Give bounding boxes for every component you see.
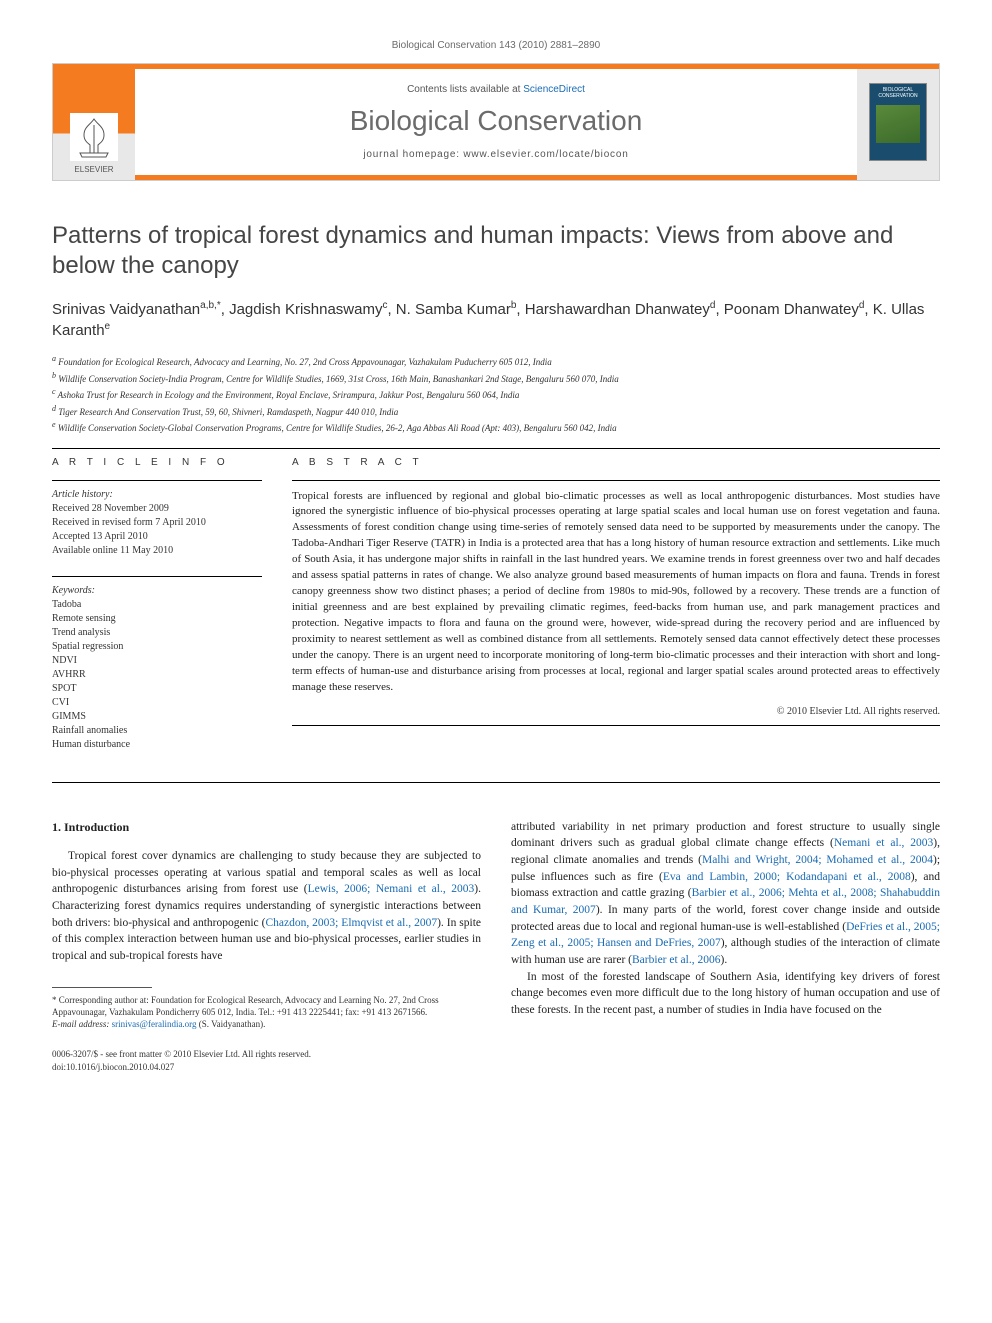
homepage-url[interactable]: www.elsevier.com/locate/biocon [463,149,628,160]
corr-author-text: * Corresponding author at: Foundation fo… [52,994,481,1018]
body-columns: 1. Introduction Tropical forest cover dy… [52,819,940,1031]
email-label: E-mail address: [52,1019,109,1029]
keyword: Tadoba [52,598,262,612]
running-head: Biological Conservation 143 (2010) 2881–… [52,40,940,51]
body-left-column: 1. Introduction Tropical forest cover dy… [52,819,481,1031]
contents-prefix: Contents lists available at [407,84,523,95]
keywords-label: Keywords: [52,585,262,596]
cover-thumbnail-title: BIOLOGICAL CONSERVATION [870,88,926,99]
elsevier-label: ELSEVIER [74,165,113,174]
corr-email[interactable]: srinivas@feralindia.org [112,1019,197,1029]
cover-thumbnail: BIOLOGICAL CONSERVATION [869,83,927,161]
affiliation: a Foundation for Ecological Research, Ad… [52,353,940,370]
section-heading: 1. Introduction [52,819,481,836]
elsevier-tree-icon [70,113,118,161]
affiliations: a Foundation for Ecological Research, Ad… [52,353,940,436]
divider [52,448,940,449]
authors: Srinivas Vaidyanathana,b,*, Jagdish Kris… [52,299,940,341]
corr-email-line: E-mail address: srinivas@feralindia.org … [52,1018,481,1030]
contents-line: Contents lists available at ScienceDirec… [407,84,585,95]
journal-title: Biological Conservation [350,105,643,137]
article-info-column: A R T I C L E I N F O Article history: R… [52,457,262,770]
keyword: Trend analysis [52,626,262,640]
homepage-prefix: journal homepage: [363,149,463,160]
article-title: Patterns of tropical forest dynamics and… [52,221,940,281]
affiliation: e Wildlife Conservation Society-Global C… [52,419,940,436]
footnote-separator [52,987,152,988]
keyword: Spatial regression [52,640,262,654]
divider [292,725,940,726]
info-abstract-row: A R T I C L E I N F O Article history: R… [52,457,940,770]
keyword: AVHRR [52,668,262,682]
body-paragraph: Tropical forest cover dynamics are chall… [52,848,481,965]
affiliation: b Wildlife Conservation Society-India Pr… [52,370,940,387]
article-info-heading: A R T I C L E I N F O [52,457,262,468]
history-label: Article history: [52,489,262,500]
body-right-column: attributed variability in net primary pr… [511,819,940,1031]
history-line: Received 28 November 2009 [52,502,262,516]
page-footer: 0006-3207/$ - see front matter © 2010 El… [52,1048,940,1073]
footer-line1: 0006-3207/$ - see front matter © 2010 El… [52,1048,940,1061]
keywords-block: Keywords: TadobaRemote sensingTrend anal… [52,585,262,752]
masthead-center: Contents lists available at ScienceDirec… [135,64,857,180]
affiliation: c Ashoka Trust for Research in Ecology a… [52,386,940,403]
cover-thumbnail-block: BIOLOGICAL CONSERVATION [857,64,939,180]
body-paragraph: In most of the forested landscape of Sou… [511,969,940,1019]
abstract-column: A B S T R A C T Tropical forests are inf… [292,457,940,770]
keyword: SPOT [52,682,262,696]
publisher-logo-block: ELSEVIER [53,64,135,180]
abstract-copyright: © 2010 Elsevier Ltd. All rights reserved… [292,706,940,717]
divider [52,480,262,481]
keyword: Rainfall anomalies [52,724,262,738]
corresponding-author-footnote: * Corresponding author at: Foundation fo… [52,994,481,1030]
divider [292,480,940,481]
keyword: CVI [52,696,262,710]
history-line: Received in revised form 7 April 2010 [52,516,262,530]
article-history-block: Article history: Received 28 November 20… [52,489,262,558]
keyword: Remote sensing [52,612,262,626]
history-line: Available online 11 May 2010 [52,544,262,558]
footer-line2: doi:10.1016/j.biocon.2010.04.027 [52,1061,940,1074]
keyword: GIMMS [52,710,262,724]
keyword: Human disturbance [52,738,262,752]
journal-masthead: ELSEVIER Contents lists available at Sci… [52,63,940,181]
body-paragraph: attributed variability in net primary pr… [511,819,940,969]
abstract-heading: A B S T R A C T [292,457,940,468]
homepage-line: journal homepage: www.elsevier.com/locat… [363,149,628,160]
cover-thumbnail-image [876,105,920,143]
abstract-text: Tropical forests are influenced by regio… [292,489,940,696]
history-line: Accepted 13 April 2010 [52,530,262,544]
sciencedirect-link[interactable]: ScienceDirect [523,84,585,95]
divider [52,782,940,783]
affiliation: d Tiger Research And Conservation Trust,… [52,403,940,420]
divider [52,576,262,577]
keyword: NDVI [52,654,262,668]
corr-email-suffix: (S. Vaidyanathan). [197,1019,266,1029]
